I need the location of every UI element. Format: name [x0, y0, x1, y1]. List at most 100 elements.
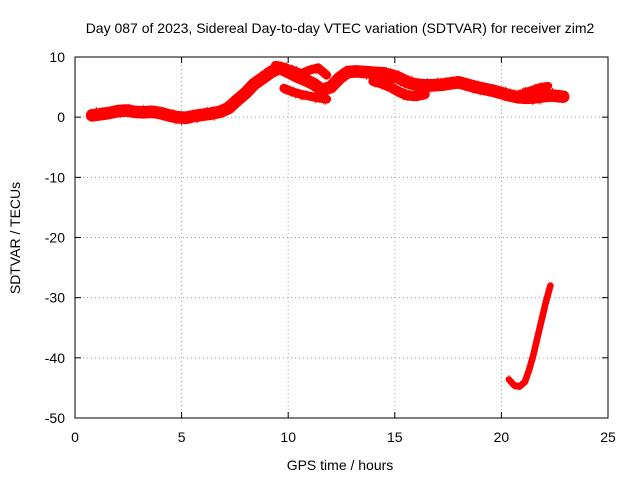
data-point [303, 71, 310, 78]
data-point [188, 113, 195, 120]
data-point [545, 288, 552, 295]
data-point [377, 82, 384, 89]
data-point [501, 95, 508, 102]
data-point [519, 88, 526, 95]
data-point [91, 110, 98, 117]
data-point [536, 327, 543, 334]
data-point [239, 93, 246, 99]
data-point [474, 80, 481, 87]
data-point [326, 86, 333, 92]
data-point [465, 83, 472, 90]
data-point [393, 75, 400, 81]
data-point [494, 92, 501, 99]
data-point [252, 81, 259, 88]
data-point [283, 62, 290, 69]
data-point [113, 105, 120, 112]
data-point [443, 77, 449, 84]
data-point [406, 89, 412, 96]
data-point [527, 362, 534, 368]
data-point [241, 88, 248, 95]
data-point [107, 112, 114, 119]
data-point [440, 85, 447, 92]
data-point [373, 78, 380, 85]
data-point [529, 98, 536, 105]
data-point [535, 330, 542, 337]
data-point [558, 94, 565, 101]
data-point [541, 308, 547, 315]
data-point [364, 72, 371, 79]
data-point [340, 74, 347, 81]
data-point [357, 67, 364, 73]
x-axis-label: GPS time / hours [287, 457, 394, 473]
data-point [546, 283, 553, 290]
data-point [545, 90, 552, 96]
data-point [306, 79, 313, 86]
data-point [93, 107, 100, 113]
data-point [418, 92, 425, 99]
data-point [279, 62, 286, 69]
data-point [420, 89, 427, 96]
data-point [495, 88, 502, 95]
data-point [309, 76, 316, 83]
data-point [525, 368, 532, 375]
axis-ticks: 0 5 10 15 20 25 -50 -40 -30 -20 -10 0 10 [45, 49, 616, 445]
data-point [307, 83, 314, 90]
y-tick-label: -20 [45, 230, 65, 246]
data-point [263, 76, 270, 83]
data-point [349, 65, 356, 72]
data-point [322, 98, 329, 105]
data-point [238, 96, 245, 103]
data-point [445, 82, 452, 89]
data-point [380, 83, 387, 90]
data-point [313, 82, 320, 88]
data-point [457, 76, 464, 83]
data-point [123, 109, 130, 116]
data-point [258, 71, 265, 78]
data-point [425, 79, 432, 86]
y-tick-label: -10 [45, 169, 65, 185]
data-point [310, 92, 317, 99]
data-point [543, 299, 550, 306]
data-point [546, 287, 552, 294]
data-point [205, 113, 212, 120]
data-point [534, 334, 541, 341]
data-point [379, 69, 385, 76]
data-point [458, 77, 465, 84]
series-outlier-arc [505, 282, 554, 391]
data-point [343, 65, 350, 72]
data-point [286, 85, 293, 92]
data-point [435, 81, 442, 88]
data-point [199, 110, 206, 117]
data-point [317, 66, 324, 73]
data-point [272, 61, 279, 68]
data-point [521, 378, 528, 385]
data-point [137, 110, 144, 117]
data-point [232, 96, 239, 103]
data-point [526, 365, 533, 372]
data-point [444, 78, 451, 84]
data-point [126, 103, 132, 110]
data-point [219, 109, 226, 116]
data-point [316, 65, 323, 72]
data-point [118, 108, 125, 115]
data-point [403, 74, 410, 81]
data-point [447, 82, 454, 89]
data-point [265, 73, 272, 80]
data-point [533, 338, 540, 345]
data-point [537, 321, 544, 328]
data-point [499, 91, 506, 98]
data-point [387, 68, 394, 75]
data-point [371, 81, 378, 88]
data-point [344, 71, 351, 78]
data-point [538, 320, 545, 327]
data-point [400, 94, 407, 101]
data-point [235, 91, 242, 98]
data-point [310, 82, 317, 89]
data-point [131, 105, 138, 112]
data-point [120, 105, 127, 112]
data-point [383, 67, 390, 73]
y-axis-label: SDTVAR / TECUs [7, 182, 23, 294]
x-tick-label: 5 [178, 429, 186, 445]
